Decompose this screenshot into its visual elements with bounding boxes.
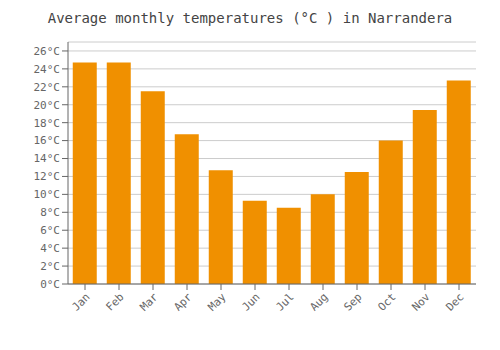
svg-text:26°C: 26°C [34,45,61,58]
svg-text:16°C: 16°C [34,134,61,147]
svg-text:Apr: Apr [171,290,195,314]
svg-text:Jul: Jul [273,290,296,313]
svg-text:Oct: Oct [375,290,398,313]
svg-text:Sep: Sep [341,290,364,313]
svg-text:4°C: 4°C [40,242,60,255]
svg-text:20°C: 20°C [34,99,61,112]
svg-text:14°C: 14°C [34,152,61,165]
svg-text:0°C: 0°C [40,278,60,291]
svg-text:2°C: 2°C [40,260,60,273]
svg-text:May: May [205,290,229,314]
svg-text:Nov: Nov [409,290,433,314]
svg-text:Dec: Dec [443,290,466,313]
svg-text:6°C: 6°C [40,224,60,237]
svg-text:22°C: 22°C [34,81,61,94]
svg-text:Jan: Jan [69,290,92,313]
svg-text:10°C: 10°C [34,188,61,201]
svg-text:8°C: 8°C [40,206,60,219]
svg-text:Mar: Mar [137,290,161,314]
html-text:Average monthly temperatures (: Average monthly temperatures (°C ) in Na… [47,10,453,26]
svg-text:Aug: Aug [307,290,330,313]
svg-text:Feb: Feb [103,290,126,313]
svg-text:18°C: 18°C [34,117,61,130]
svg-text:12°C: 12°C [34,170,61,183]
svg-text:24°C: 24°C [34,63,61,76]
svg-text:Jun: Jun [239,290,262,313]
